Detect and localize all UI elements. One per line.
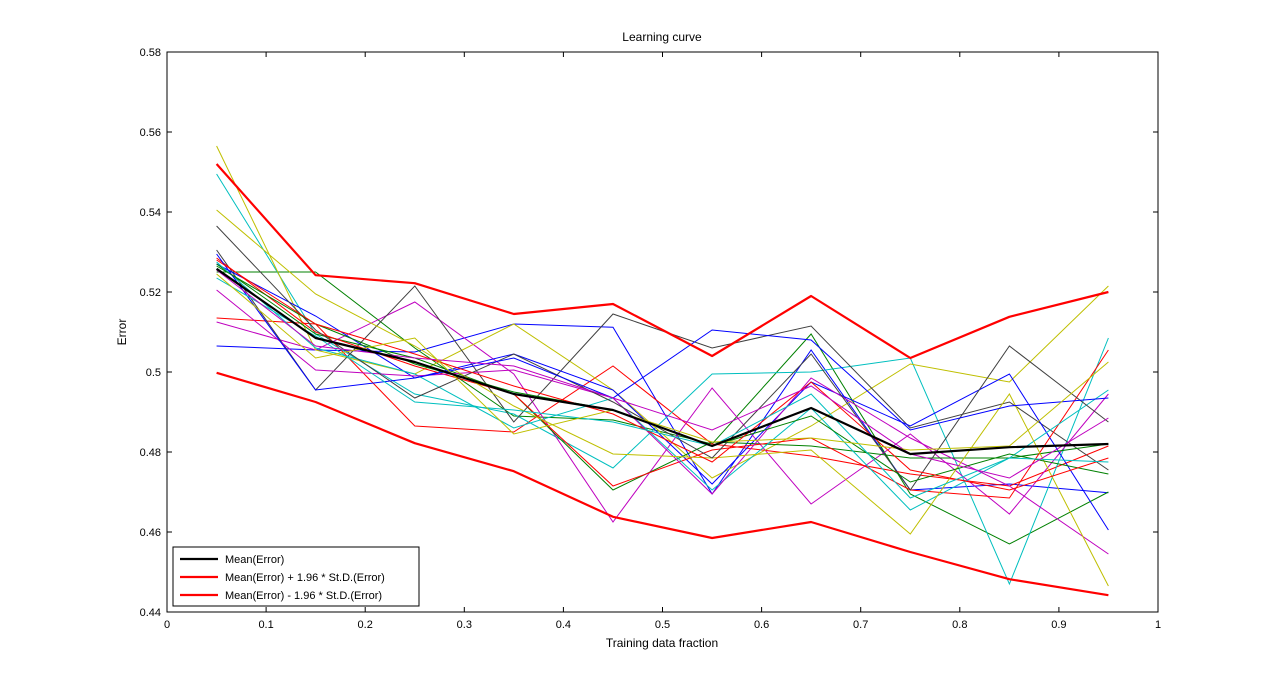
- run-line-20: [216, 273, 1109, 451]
- run-line-18: [216, 277, 1109, 499]
- legend-label-2: Mean(Error) + 1.96 * St.D.(Error): [225, 572, 385, 584]
- x-axis: 0 0.1 0.2 0.3 0.4 0.5 0.6 0.7 0.8 0.9 1: [164, 52, 1161, 631]
- run-line-8: [216, 263, 1109, 531]
- y-tick-label: 0.46: [140, 527, 161, 539]
- run-line-13: [216, 209, 1109, 587]
- x-tick-label: 0.8: [952, 619, 967, 631]
- x-tick-label: 0.9: [1051, 619, 1066, 631]
- lower-bound-line: [216, 371, 1109, 597]
- y-axis: 0.44 0.46 0.48 0.5 0.52 0.54 0.56 0.58: [140, 47, 1158, 619]
- legend-label-3: Mean(Error) - 1.96 * St.D.(Error): [225, 590, 382, 602]
- y-tick-label: 0.54: [140, 207, 161, 219]
- x-tick-label: 0: [164, 619, 170, 631]
- chart-title: Learning curve: [622, 30, 702, 44]
- x-axis-label: Training data fraction: [606, 636, 718, 650]
- x-tick-label: 0.2: [358, 619, 373, 631]
- y-tick-label: 0.56: [140, 127, 161, 139]
- run-line-5: [216, 301, 1109, 523]
- y-axis-label: Error: [115, 319, 129, 346]
- summary-lines-layer: [215, 163, 1109, 597]
- y-tick-label: 0.5: [146, 367, 161, 379]
- y-tick-label: 0.58: [140, 47, 161, 59]
- run-line-12: [216, 289, 1109, 555]
- run-line-15: [216, 253, 1109, 431]
- run-line-11: [216, 261, 1109, 511]
- x-tick-label: 0.7: [853, 619, 868, 631]
- legend: Mean(Error) Mean(Error) + 1.96 * St.D.(Er…: [172, 546, 420, 607]
- upper-bound-line: [215, 163, 1109, 360]
- legend-label-1: Mean(Error): [225, 554, 284, 566]
- x-tick-label: 0.6: [754, 619, 769, 631]
- run-line-19: [216, 269, 1109, 479]
- x-tick-label: 1: [1155, 619, 1161, 631]
- x-tick-label: 0.4: [556, 619, 571, 631]
- y-tick-label: 0.52: [140, 287, 161, 299]
- x-tick-label: 0.5: [655, 619, 670, 631]
- run-line-2: [216, 271, 1109, 545]
- x-tick-label: 0.1: [258, 619, 273, 631]
- plot-area: [167, 52, 1158, 612]
- mean-error-line: [215, 267, 1109, 456]
- x-tick-label: 0.3: [457, 619, 472, 631]
- run-line-9: [216, 263, 1109, 491]
- y-tick-label: 0.44: [140, 607, 161, 619]
- y-tick-label: 0.48: [140, 447, 161, 459]
- run-line-17: [216, 259, 1109, 491]
